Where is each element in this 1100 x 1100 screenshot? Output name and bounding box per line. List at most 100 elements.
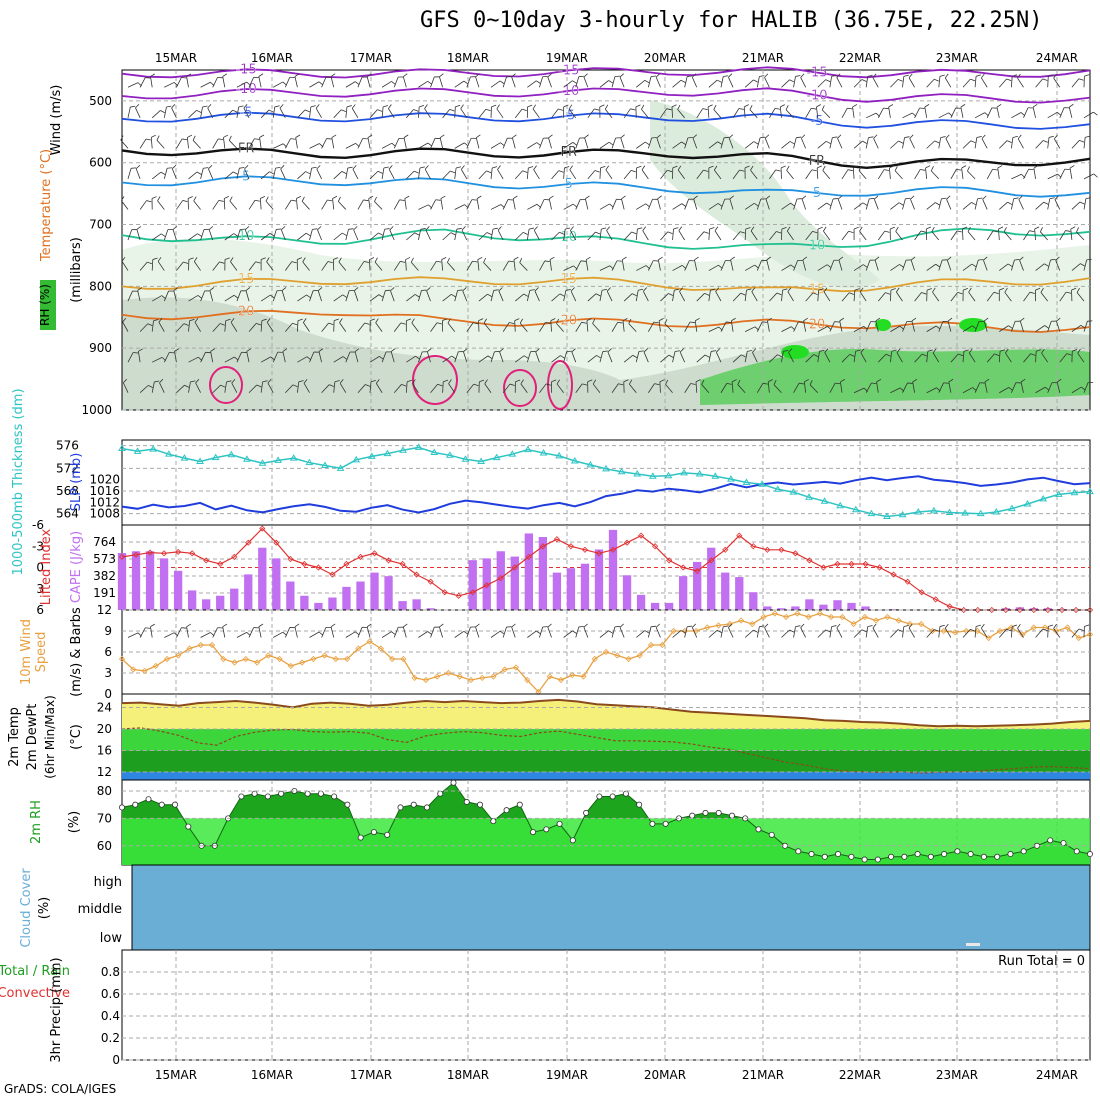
wind-barb-flag: [151, 196, 157, 199]
wind-barb: [926, 351, 929, 363]
temperature-contour-label: -15: [558, 63, 579, 78]
wind-barb: [996, 106, 1000, 118]
wind-barb-flag: [821, 105, 825, 111]
wind-barb-flag: [427, 631, 432, 635]
rh-point: [609, 793, 616, 800]
wind-barb: [477, 259, 480, 271]
wind-barb-flag: [1076, 227, 1080, 233]
cape-bar: [244, 574, 253, 610]
wind-barb-flag: [1044, 263, 1049, 267]
wind-barb-flag: [374, 257, 378, 263]
wind-barb-flag: [193, 196, 197, 202]
wind-barb: [272, 168, 276, 179]
wind-barb-flag: [534, 287, 539, 292]
thickness-point: [758, 480, 767, 487]
rh-core: [959, 318, 987, 332]
wind-barb-flag: [461, 165, 465, 170]
wind-barb: [604, 108, 613, 119]
wind-barb-flag: [754, 264, 759, 269]
rh-point: [848, 853, 855, 860]
wind-barb-flag: [981, 134, 986, 139]
wind-barb: [272, 290, 278, 302]
wind-barb: [911, 320, 915, 332]
wind-barb: [629, 383, 637, 393]
wind-barb: [1019, 260, 1024, 271]
lifted-index-point: [455, 592, 462, 599]
wind-barb: [418, 229, 422, 241]
wind-barb-flag: [244, 226, 250, 230]
lifted-index-point: [231, 553, 238, 560]
wind-barb: [309, 351, 315, 363]
wind-barb: [692, 137, 698, 149]
wind-barb: [330, 626, 335, 638]
wind-barb: [611, 199, 617, 210]
wind-barb: [490, 630, 501, 638]
cape-bar: [131, 551, 141, 610]
wind-barb: [974, 321, 980, 332]
wind-barb: [636, 80, 646, 88]
wind-barb: [139, 323, 149, 332]
wind-barb-flag: [327, 199, 333, 202]
wind-barb-flag: [947, 317, 953, 322]
wind-barb: [962, 351, 965, 363]
ylabel-10m-wind: 10m Wind: [19, 619, 34, 685]
wind-barb-flag: [306, 294, 311, 299]
wind-barb-flag: [891, 349, 897, 352]
wind-barb: [621, 259, 625, 271]
thickness-point: [211, 453, 220, 461]
wind-speed-point: [1019, 631, 1026, 638]
run-total-annotation: Run Total = 0: [998, 954, 1085, 969]
wind-barb: [720, 137, 725, 149]
wind-barb: [188, 110, 197, 119]
wind-barb-flag: [999, 287, 1005, 291]
wind-barb-flag: [1080, 324, 1086, 329]
wind-barb: [732, 292, 741, 302]
wind-barb-flag: [775, 169, 781, 172]
wind-barb: [406, 170, 415, 180]
wind-barb-flag: [628, 318, 632, 324]
wind-barb: [986, 169, 993, 180]
wind-barb: [135, 168, 141, 180]
wind-barb-flag: [463, 631, 469, 635]
wind-barb: [932, 352, 940, 363]
wind-barb: [714, 169, 722, 180]
wind-barb-flag: [558, 170, 564, 173]
wind-barb-flag: [801, 195, 807, 200]
wind-barb-flag: [677, 104, 681, 110]
wind-barb: [805, 108, 812, 119]
wind-barb: [696, 169, 704, 180]
wind-barb-flag: [618, 383, 624, 386]
cape-bar: [356, 581, 365, 610]
wind-barb: [671, 106, 673, 118]
wind-speed-point: [794, 610, 801, 617]
wind-barb: [902, 260, 907, 271]
wind-barb: [309, 168, 313, 179]
wind-barb-flag: [1017, 73, 1021, 79]
cape-bar: [468, 560, 477, 610]
wind-barb-flag: [958, 353, 964, 357]
wind-barb-flag: [549, 195, 554, 200]
wind-barb-flag: [186, 73, 192, 77]
wind-barb-flag: [233, 294, 239, 299]
rh-point: [543, 826, 550, 833]
wind-barb: [756, 383, 764, 393]
wind-barb-flag: [366, 73, 372, 77]
wind-barb: [908, 77, 915, 88]
wind-barb-flag: [148, 385, 153, 388]
wind-barb: [513, 259, 516, 271]
wind-barb-flag: [994, 353, 1000, 356]
wind-barb: [620, 137, 625, 149]
wind-barb-flag: [528, 227, 535, 230]
lifted-index-point: [652, 543, 659, 550]
wind-barb-flag: [333, 257, 339, 260]
wind-barb: [475, 137, 480, 149]
wind-barb-flag: [837, 195, 843, 200]
wind-barb: [345, 351, 351, 363]
wind-barb-flag: [341, 171, 347, 174]
wind-barb: [273, 143, 284, 149]
wind-barb: [316, 168, 322, 180]
wind-barb-flag: [353, 226, 358, 231]
wind-barb-flag: [934, 78, 939, 82]
surface-wind-barbs: [127, 623, 1090, 638]
wind-barb-flag: [838, 256, 844, 261]
